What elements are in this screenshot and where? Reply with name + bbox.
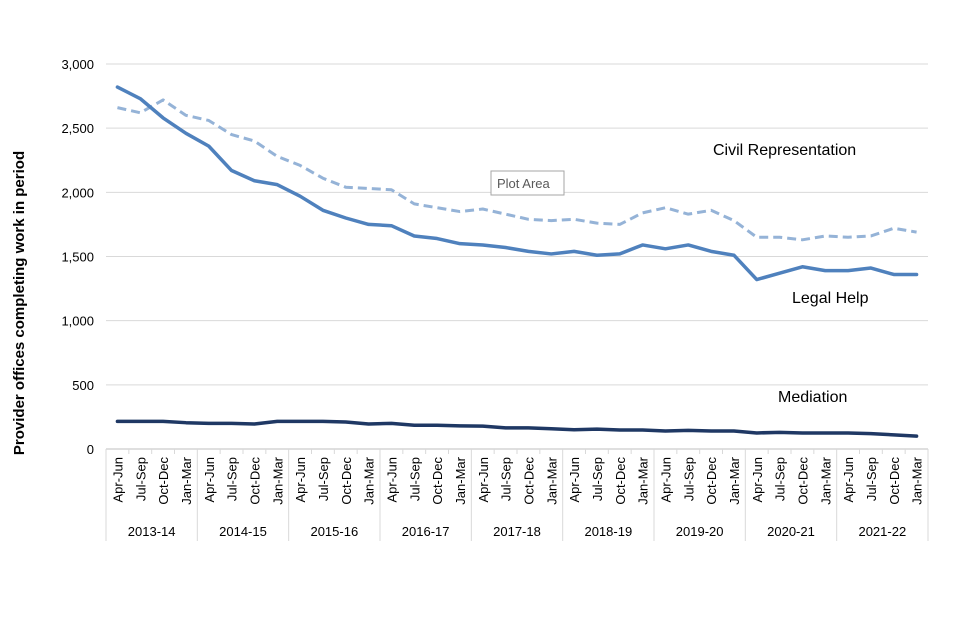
y-tick-label: 3,000 <box>61 57 94 72</box>
x-group-label: 2019-20 <box>676 524 724 539</box>
x-group-label: 2017-18 <box>493 524 541 539</box>
x-group-label: 2013-14 <box>128 524 176 539</box>
x-tick-label: Jan-Mar <box>544 456 559 504</box>
x-tick-label: Jul-Sep <box>133 457 148 501</box>
series-line-mediation <box>115 419 919 438</box>
x-tick-label: Oct-Dec <box>887 457 902 505</box>
y-axis-ticks: 0 500 1,000 1,500 2,000 2,500 3,000 <box>61 57 94 457</box>
legal-help-annotation: Legal Help <box>792 290 869 307</box>
x-tick-label: Jan-Mar <box>818 456 833 504</box>
x-tick-label: Jan-Mar <box>910 456 925 504</box>
tooltip-box <box>490 170 565 196</box>
x-tick-label: Oct-Dec <box>247 457 262 505</box>
y-tick-label: 1,000 <box>61 314 94 329</box>
x-tick-label: Apr-Jun <box>110 457 125 503</box>
x-tick-label: Jul-Sep <box>316 457 331 501</box>
x-tick-label: Oct-Dec <box>339 457 354 505</box>
x-tick-label: Apr-Jun <box>750 457 765 503</box>
x-tick-label: Jan-Mar <box>636 456 651 504</box>
x-tick-label: Oct-Dec <box>156 457 171 505</box>
x-group-label: 2021-22 <box>858 524 906 539</box>
x-tick-label: Jan-Mar <box>179 456 194 504</box>
x-tick-label: Jul-Sep <box>225 457 240 501</box>
mediation-annotation: Mediation <box>778 389 847 406</box>
y-tick-label: 500 <box>72 378 94 393</box>
x-group-label: 2014-15 <box>219 524 267 539</box>
x-tick-label: Apr-Jun <box>384 457 399 503</box>
x-tick-label: Oct-Dec <box>613 457 628 505</box>
tooltip-text: Plot Area <box>497 176 551 191</box>
x-tick-label: Jan-Mar <box>362 456 377 504</box>
y-axis-label: Provider offices completing work in peri… <box>11 151 28 455</box>
x-tick-label: Oct-Dec <box>430 457 445 505</box>
x-group-label: 2020-21 <box>767 524 815 539</box>
x-axis: Apr-Jun Jul-Sep Oct-Dec Jan-Mar Apr-Jun Jul-S… <box>105 448 929 541</box>
y-tick-label: 0 <box>87 442 94 457</box>
y-tick-label: 2,500 <box>61 121 94 136</box>
x-tick-label: Oct-Dec <box>795 457 810 505</box>
x-tick-label: Jul-Sep <box>681 457 696 501</box>
x-tick-label: Jan-Mar <box>727 456 742 504</box>
y-tick-label: 1,500 <box>61 250 94 265</box>
x-tick-label: Apr-Jun <box>567 457 582 503</box>
x-tick-label: Apr-Jun <box>293 457 308 503</box>
x-tick-label: Oct-Dec <box>521 457 536 505</box>
series-line-civil-representation <box>117 98 917 242</box>
plot-area-tooltip: Plot Area <box>490 170 565 196</box>
x-tick-label: Jul-Sep <box>407 457 422 501</box>
x-tick-label: Jan-Mar <box>270 456 285 504</box>
x-group-label: 2018-19 <box>584 524 632 539</box>
x-tick-label: Jul-Sep <box>864 457 879 501</box>
civil-representation-annotation: Civil Representation <box>713 142 856 159</box>
x-group-label: 2016-17 <box>402 524 450 539</box>
x-tick-label: Apr-Jun <box>841 457 856 503</box>
x-tick-label: Jul-Sep <box>773 457 788 501</box>
y-tick-label: 2,000 <box>61 185 94 200</box>
series-lines <box>115 85 919 438</box>
x-group-label: 2015-16 <box>310 524 358 539</box>
x-tick-label: Jan-Mar <box>453 456 468 504</box>
x-tick-label: Jul-Sep <box>499 457 514 501</box>
x-tick-label: Oct-Dec <box>704 457 719 505</box>
x-tick-label: Apr-Jun <box>476 457 491 503</box>
x-tick-label: Apr-Jun <box>202 457 217 503</box>
x-tick-label: Jul-Sep <box>590 457 605 501</box>
series-line-legal-help <box>115 85 919 282</box>
x-tick-label: Apr-Jun <box>658 457 673 503</box>
